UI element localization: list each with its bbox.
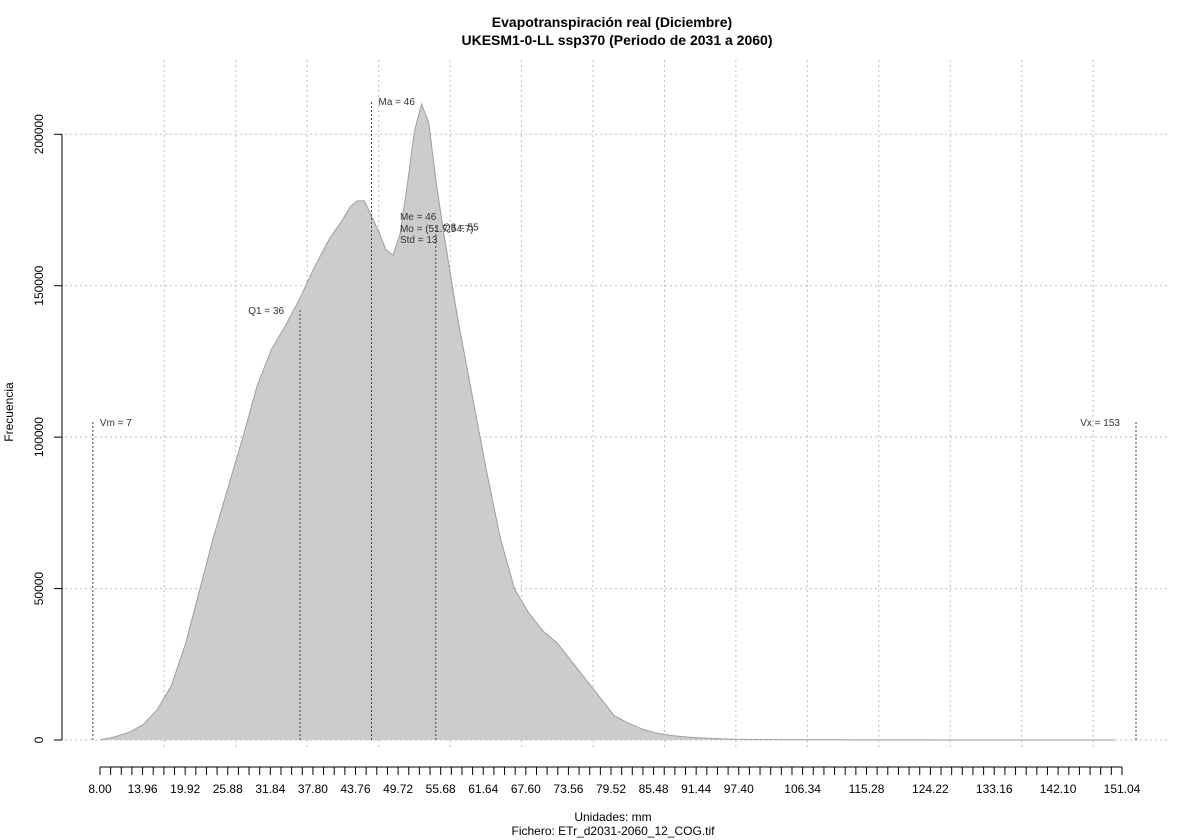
- x-tick-label: 91.44: [681, 782, 711, 796]
- stat-lines: [92, 100, 1137, 740]
- x-tick-label: 37.80: [298, 782, 328, 796]
- y-tick-label: 150000: [32, 265, 46, 305]
- x-tick-label: 25.88: [213, 782, 243, 796]
- x-axis-label: Unidades: mm: [574, 810, 651, 824]
- stat-annotation: Me = 46: [400, 212, 437, 223]
- x-tick-label: 124.22: [912, 782, 949, 796]
- x-tick-label: 73.56: [553, 782, 583, 796]
- x-tick-label: 43.76: [340, 782, 370, 796]
- chart-title: Evapotranspiración real (Diciembre): [492, 14, 732, 30]
- x-tick-label: 8.00: [88, 782, 112, 796]
- stat-annotation: Vx = 153: [1080, 418, 1120, 429]
- x-tick-label: 85.48: [639, 782, 669, 796]
- x-tick-label: 151.04: [1104, 782, 1141, 796]
- stat-annotation: Ma = 46: [379, 97, 416, 108]
- stat-annotation: Mo = (51.7,54.7): [400, 224, 474, 235]
- y-tick-label: 0: [32, 736, 46, 743]
- density-series: [99, 102, 1115, 741]
- y-tick-label: 200000: [32, 114, 46, 154]
- density-outline: [99, 102, 1115, 741]
- stat-annotation: Q3 = 55: [443, 223, 479, 234]
- x-tick-label: 55.68: [426, 782, 456, 796]
- x-tick-label: 115.28: [849, 782, 885, 796]
- x-tick-label: 79.52: [596, 782, 626, 796]
- stat-annotation: Std = 13: [400, 235, 438, 246]
- x-tick-label: 49.72: [383, 782, 413, 796]
- x-tick-label: 13.96: [128, 782, 158, 796]
- x-tick-label: 106.34: [784, 782, 821, 796]
- x-tick-label: 19.92: [170, 782, 200, 796]
- file-label: Fichero: ETr_d2031-2060_12_COG.tif: [512, 824, 716, 838]
- y-tick-label: 100000: [32, 417, 46, 457]
- y-tick-label: 50000: [32, 572, 46, 606]
- x-tick-label: 61.64: [468, 782, 498, 796]
- x-tick-label: 67.60: [511, 782, 541, 796]
- x-tick-label: 133.16: [976, 782, 1013, 796]
- stat-annotation: Q1 = 36: [248, 306, 284, 317]
- x-tick-label: 97.40: [724, 782, 754, 796]
- x-tick-label: 142.10: [1040, 782, 1077, 796]
- chart-subtitle: UKESM1-0-LL ssp370 (Periodo de 2031 a 20…: [462, 32, 773, 48]
- x-tick-label: 31.84: [255, 782, 285, 796]
- stat-annotation: Vm = 7: [100, 418, 132, 429]
- density-area: [100, 104, 1115, 740]
- axes: 0 50000 100000 150000 200000 8.00 13.96 19.92 25…: [32, 114, 1141, 796]
- y-axis-label: Frecuencia: [2, 382, 16, 442]
